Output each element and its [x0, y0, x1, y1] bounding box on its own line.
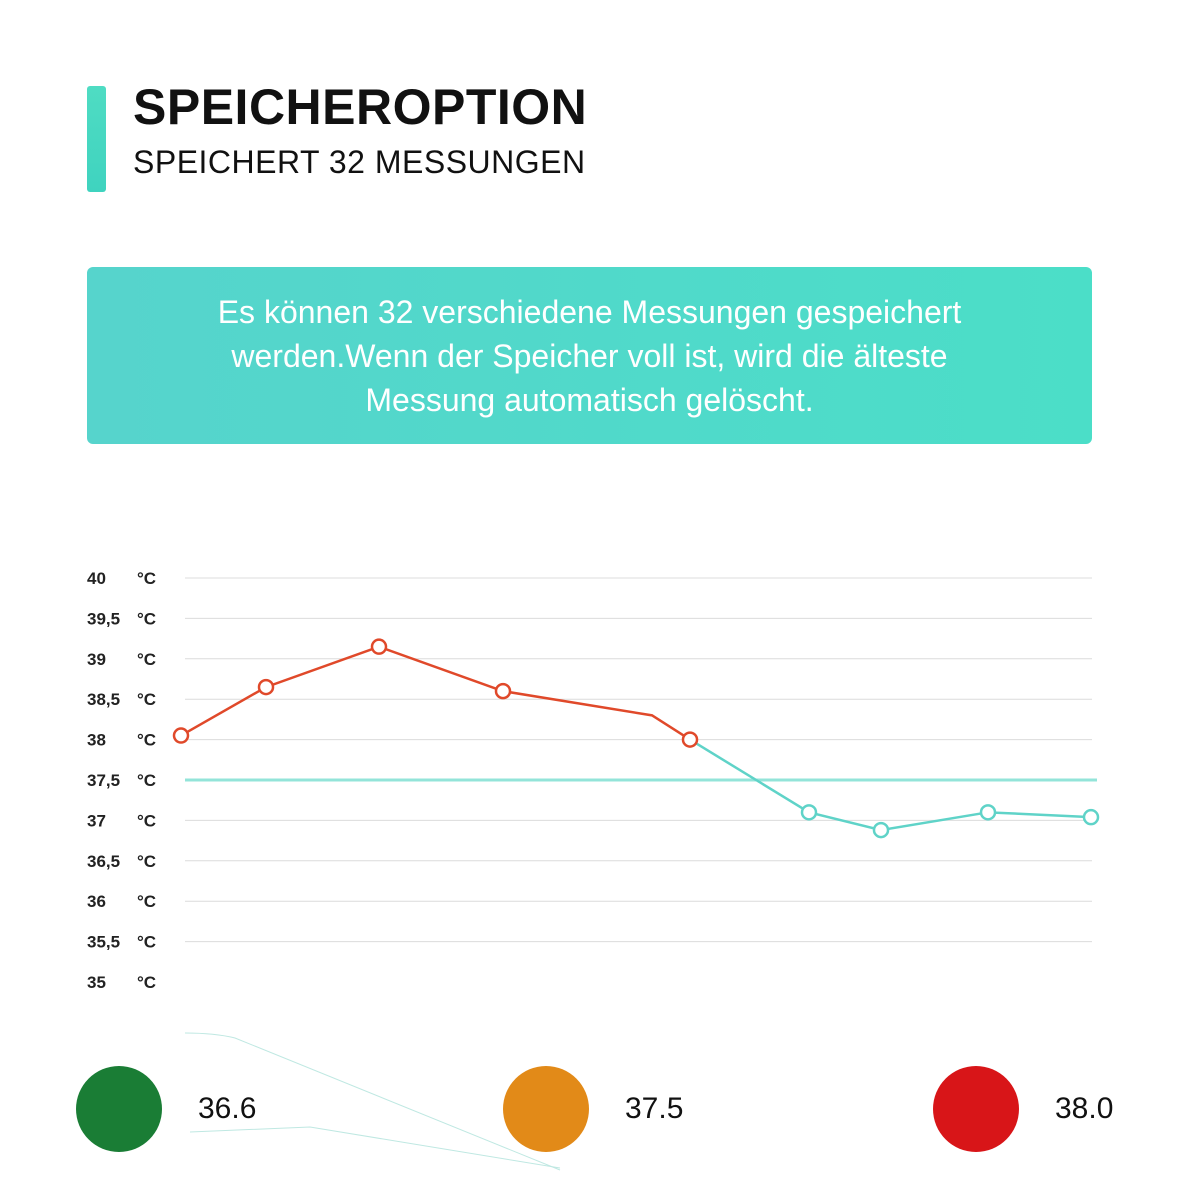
legend-dot-green: [76, 1066, 162, 1152]
legend-item-red: 38.0: [933, 1066, 1113, 1152]
data-point: [872, 821, 890, 839]
decorative-curve: [189, 1126, 561, 1169]
y-tick-label: 38: [87, 731, 106, 750]
page-subtitle: SPEICHERT 32 MESSUNGEN: [133, 144, 586, 180]
y-tick-unit: °C: [137, 852, 156, 871]
y-tick-label: 38,5: [87, 690, 120, 709]
y-tick-unit: °C: [137, 933, 156, 952]
y-tick-unit: °C: [137, 609, 156, 628]
y-tick-label: 37,5: [87, 771, 120, 790]
y-tick-label: 35,5: [87, 933, 120, 952]
y-tick-label: 35: [87, 973, 106, 992]
legend-label: 38.0: [1055, 1092, 1114, 1125]
data-point: [172, 727, 190, 744]
y-tick-unit: °C: [137, 892, 156, 911]
y-tick-unit: °C: [137, 731, 156, 750]
y-tick-label: 37: [87, 811, 106, 830]
y-tick-unit: °C: [137, 771, 156, 790]
series-line-0: [180, 645, 691, 741]
legend-dot-orange: [503, 1066, 589, 1152]
y-tick-unit: °C: [137, 650, 156, 669]
header-accent-bar: [87, 86, 106, 192]
y-tick-label: 39: [87, 650, 106, 669]
legend-dot-red: [933, 1066, 1019, 1152]
data-point: [257, 678, 275, 696]
legend-label: 36.6: [198, 1092, 257, 1125]
grid-layer: [185, 577, 1092, 943]
decorative-curve: [184, 1032, 561, 1171]
info-text: Es können 32 verschiedene Messungen gesp…: [217, 293, 962, 418]
page-title: SPEICHEROPTION: [133, 79, 588, 135]
info-box: Es können 32 verschiedene Messungen gesp…: [87, 267, 1092, 444]
y-tick-unit: °C: [137, 811, 156, 830]
series-layer: [172, 638, 1100, 839]
series-line-1: [689, 738, 1092, 832]
y-tick-unit: °C: [137, 690, 156, 709]
data-point: [1082, 808, 1100, 826]
data-point: [494, 682, 512, 700]
y-tick-label: 39,5: [87, 609, 120, 628]
y-tick-label: 40: [87, 569, 106, 588]
y-tick-label: 36: [87, 892, 106, 911]
data-point: [370, 638, 388, 655]
legend-item-green: 36.6: [76, 1066, 256, 1152]
legend-item-orange: 37.5: [503, 1066, 683, 1152]
data-point: [800, 804, 818, 821]
y-tick-unit: °C: [137, 973, 156, 992]
decorative-lines: [184, 1032, 561, 1171]
y-tick-label: 36,5: [87, 852, 120, 871]
y-axis-ticks: 40 °C 39,5 °C 39 °C 38,5 °C 38 °C 37,5 °C 37 °C 36,5 °C…: [87, 569, 156, 992]
y-tick-unit: °C: [137, 569, 156, 588]
data-point: [979, 804, 997, 821]
data-point: [681, 731, 699, 748]
legend-label: 37.5: [625, 1092, 684, 1125]
